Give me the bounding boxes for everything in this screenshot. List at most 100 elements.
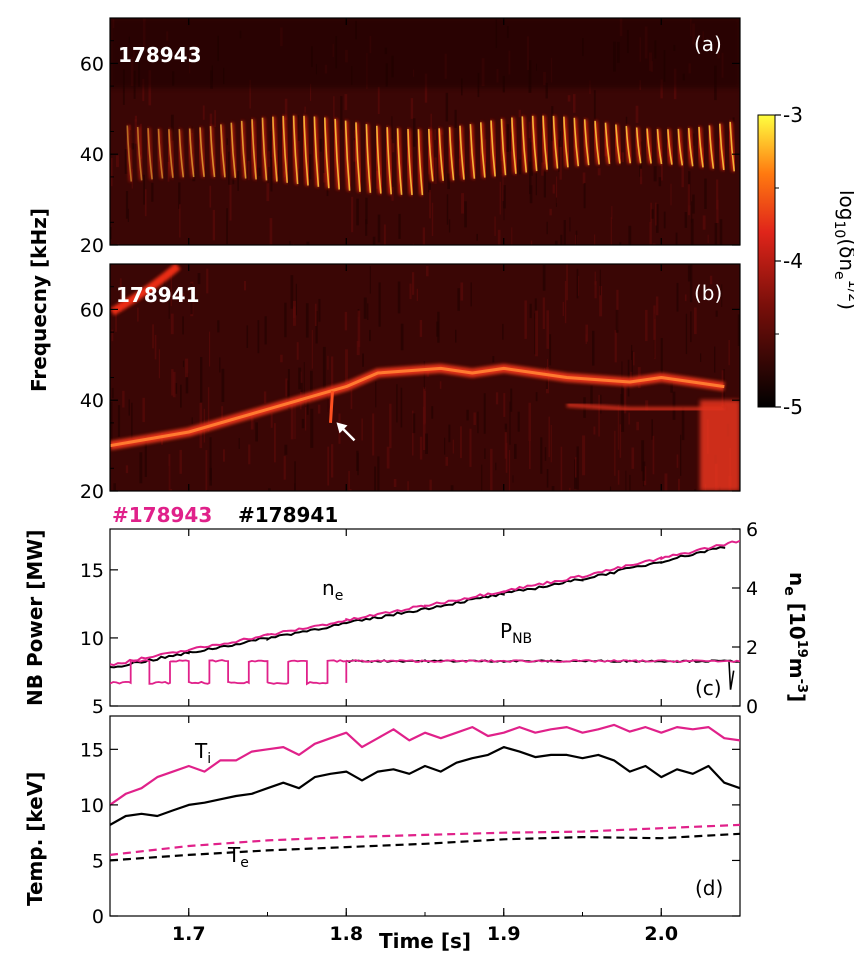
spectrogram-noise [345,349,348,388]
spectrogram-noise [287,369,290,410]
spectrogram-noise [676,282,679,312]
spectrogram-noise [255,422,258,442]
spectrogram-noise [492,356,495,363]
spectrogram-noise [585,334,587,344]
spectrogram-noise [386,446,390,469]
spectrogram-noise [546,221,548,235]
panel-d: 0 5 10 15 1.7 1.8 1.9 2.0 Temp. [keV] Ti Te (d)… [23,715,741,953]
spectrogram-noise [290,398,294,440]
spectrogram-noise [237,171,239,191]
spectrogram-noise [327,398,329,412]
spectrogram-noise [315,311,318,344]
spectrogram-noise [110,227,112,240]
spectrogram-noise [170,313,174,335]
spectrogram-noise [377,214,381,243]
spectrogram-noise [625,116,628,125]
chirp-mode-core [480,122,486,178]
spectrogram-noise [356,198,359,226]
chirp-mode-core [303,115,309,186]
spectrogram-noise [689,264,693,303]
spectrogram-noise [293,300,296,326]
spectrogram-noise [448,219,451,233]
spectrogram-noise [687,184,691,216]
spectrogram-corner-glow [700,400,740,491]
spectrogram-noise [116,155,119,168]
spectrogram-noise [269,218,273,245]
chirp-mode-core [552,115,559,169]
spectrogram-noise [436,321,439,337]
spectrogram-noise [655,296,659,316]
spectrogram-noise [424,391,426,424]
spectrogram-noise [466,409,469,421]
spectrogram-noise [333,96,335,122]
chirp-mode-core [136,126,143,181]
y-tick-label: 15 [80,739,104,761]
spectrogram-noise [289,241,291,245]
spectrogram-noise [503,393,506,417]
spectrogram-noise [653,305,656,340]
spectrogram-noise [653,166,657,182]
spectrogram-noise [305,407,307,431]
spectrogram-noise [310,370,313,402]
spectrogram-noise [400,387,403,428]
spectrogram-noise [546,469,549,488]
spectrogram-noise [652,243,656,245]
spectrogram-noise [250,416,254,430]
frequency-axis-label: Frequecny [kHz] [27,208,51,392]
spectrogram-noise [455,329,457,343]
spectrogram-noise [446,194,449,225]
spectrogram-noise [445,456,448,466]
spectrogram-noise [264,316,267,345]
spectrogram-noise [111,387,114,399]
spectrogram-noise [212,209,215,241]
spectrogram-noise [214,110,216,127]
y-tick-label: 20 [80,481,104,503]
spectrogram-noise [723,369,725,410]
chirp-mode-core [698,126,704,168]
spectrogram-noise [117,405,121,437]
spectrogram-noise [660,79,663,99]
spectrogram-noise [635,105,639,123]
x-tick-label: 1.8 [329,923,363,945]
spectrogram-noise [365,219,368,236]
spectrogram-noise [564,281,567,324]
spectrogram-noise [154,334,157,360]
te-178941-line [110,832,740,862]
spectrogram-noise [174,383,178,394]
spectrogram-noise [740,490,741,514]
spectrogram-noise [344,311,348,331]
spectrogram-noise [419,436,423,460]
spectrogram-noise [185,358,189,378]
spectrogram-noise [457,288,460,311]
spectrogram-noise [514,443,517,459]
spectrogram-noise [719,219,723,245]
spectrogram-noise [690,218,694,245]
spectrogram-noise [450,485,454,491]
spectrogram-noise [125,191,129,219]
spectrogram-noise [650,202,652,223]
legend-shot-178941: #178941 [238,503,338,527]
spectrogram-noise [304,106,306,113]
spectrogram-noise [460,282,464,301]
spectrogram-noise [728,340,730,366]
chirp-mode-core [199,127,205,177]
chirp-mode-core [230,122,237,178]
colorbar-tick-label: -5 [783,395,803,419]
spectrogram-noise [369,329,371,342]
spectrogram-noise [535,392,538,402]
spectrogram-noise [545,82,548,99]
spectrogram-noise [191,417,193,425]
spectrogram-noise [704,178,707,209]
spectrogram-noise [693,133,695,146]
spectrogram-noise [447,173,450,190]
spectrogram-noise [140,123,142,159]
spectrogram-noise [506,124,510,152]
spectrogram-noise [670,183,672,206]
spectrogram-noise [115,305,117,332]
spectrogram-noise [221,406,224,420]
spectrogram-noise [633,352,635,366]
spectrogram-noise [597,168,601,176]
chirp-mode-core [729,121,735,172]
spectrogram-noise [578,275,580,296]
spectrogram-noise [426,266,429,277]
